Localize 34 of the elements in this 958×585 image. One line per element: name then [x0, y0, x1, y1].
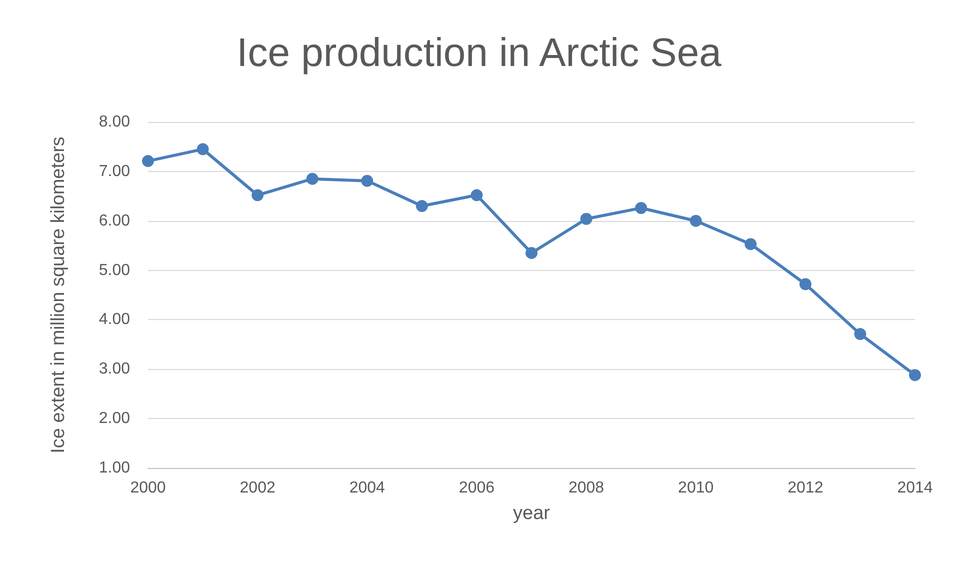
- y-tick-label: 8.00: [98, 114, 130, 130]
- y-tick-label: 6.00: [98, 212, 130, 230]
- y-tick-label: 1.00: [98, 460, 130, 476]
- y-tick-label: 4.00: [98, 311, 130, 328]
- x-tick-label: 2010: [678, 480, 714, 496]
- y-tick-label: 5.00: [98, 262, 130, 279]
- point: [306, 172, 318, 185]
- point: [252, 189, 264, 202]
- point: [142, 155, 154, 168]
- x-tick-label: 2008: [568, 480, 604, 496]
- point: [416, 200, 428, 212]
- y-tick-label: 3.00: [98, 360, 130, 378]
- x-axis-title: year: [513, 503, 551, 524]
- x-tick-label: 2002: [240, 480, 276, 496]
- point: [635, 202, 648, 214]
- y-tick-label: 7.00: [98, 162, 130, 180]
- point: [690, 214, 702, 227]
- point: [744, 238, 757, 250]
- point: [580, 212, 592, 225]
- x-tick-label: 2004: [349, 480, 386, 496]
- point: [361, 174, 374, 187]
- point: [196, 143, 209, 156]
- x-tick-label: 2000: [130, 480, 166, 496]
- point: [526, 246, 538, 259]
- point: [470, 189, 483, 202]
- chart-title: Ice production in Arctic Sea: [236, 31, 722, 75]
- point: [799, 278, 812, 290]
- point: [909, 369, 921, 382]
- y-axis-title: Ice extent in million square kilometers: [48, 136, 69, 454]
- x-tick-label: 2006: [458, 480, 495, 496]
- x-tick-label: 2014: [897, 480, 933, 496]
- x-tick-label: 2012: [788, 480, 824, 496]
- y-tick-label: 2.00: [98, 410, 130, 428]
- point: [854, 328, 866, 340]
